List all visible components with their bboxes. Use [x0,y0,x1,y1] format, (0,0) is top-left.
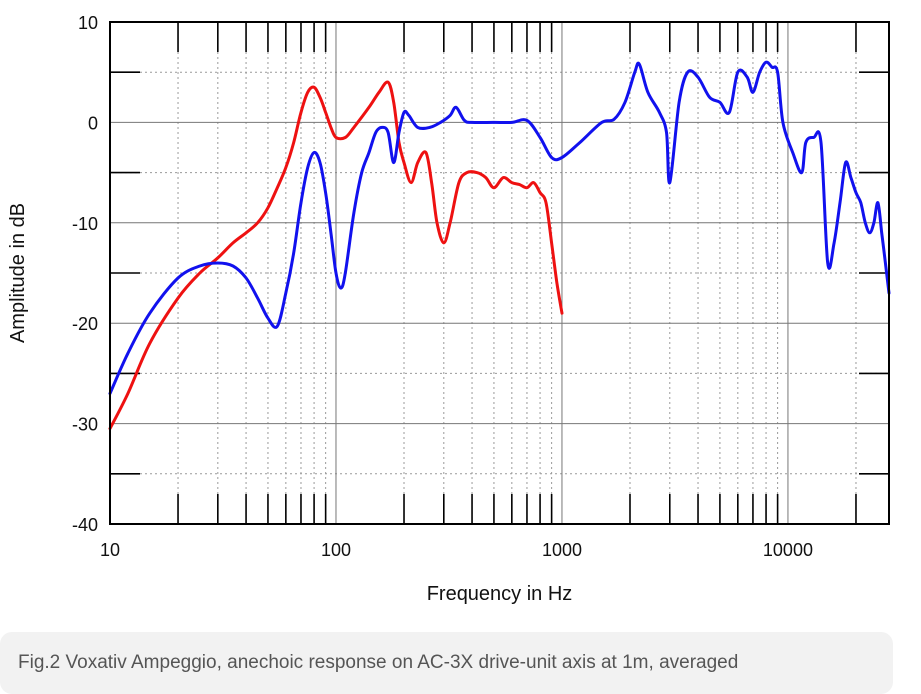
axis-ticks [110,22,889,524]
x-tick-label: 10000 [763,540,813,560]
series-line-1 [108,80,564,431]
y-tick-label: 10 [78,13,98,33]
y-tick-label: -40 [72,515,98,535]
y-tick-label: 0 [88,113,98,133]
series-layer [108,60,891,431]
figure-caption: Fig.2 Voxativ Ampeggio, anechoic respons… [18,652,739,673]
x-tick-labels: 10 100 1000 10000 [100,540,813,560]
minor-gridlines [110,22,889,524]
y-axis-title: Amplitude in dB [7,203,29,343]
frequency-response-chart: 100-10-20-30-40 10 100 1000 10000 Frequency… [7,13,891,605]
plot-frame [109,21,890,525]
y-tick-label: -20 [72,314,98,334]
y-tick-label: -10 [72,214,98,234]
x-tick-label: 1000 [542,540,582,560]
series-line-2 [108,60,891,395]
x-axis-title: Frequency in Hz [427,583,573,605]
y-tick-labels: 10 0 -10 -20 -30 -40 [72,13,98,535]
x-tick-label: 10 [100,540,120,560]
caption-box: Fig.2 Voxativ Ampeggio, anechoic respons… [0,632,893,694]
x-tick-label: 100 [321,540,351,560]
y-tick-label: -30 [72,415,98,435]
